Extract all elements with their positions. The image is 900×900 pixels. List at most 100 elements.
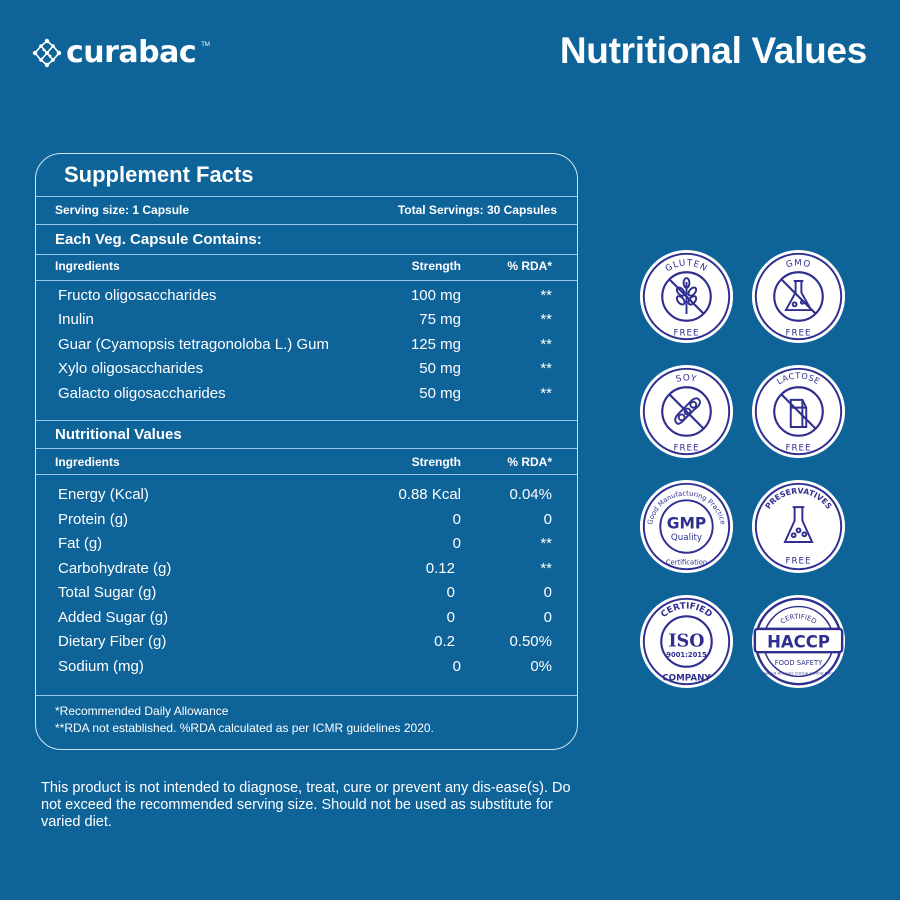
nutrient-name: Energy (Kcal) <box>58 486 149 503</box>
svg-text:Certification: Certification <box>666 558 707 566</box>
flask-icon <box>784 280 813 312</box>
capsule-table-header: Ingredients Strength % RDA* <box>36 259 577 279</box>
nutrient-name: Total Sugar (g) <box>58 584 157 601</box>
nutrient-strength: 0.12 <box>425 560 455 577</box>
svg-text:FREE: FREE <box>674 328 700 338</box>
header-rda: % RDA* <box>507 455 552 469</box>
soybean-icon <box>674 397 702 425</box>
gmp-quality-badge: GMP Quality Good Manufacturing Practice … <box>639 479 734 574</box>
gmp-label: GMP <box>667 514 707 532</box>
ingredient-name: Fructo oligosaccharides <box>58 287 217 304</box>
certification-badges: GLUTEN FREE GMO FREE SOY FREE <box>638 248 847 690</box>
svg-text:9001:2015: 9001:2015 <box>666 651 707 659</box>
nutrient-rda: ** <box>540 535 552 552</box>
svg-text:FREE: FREE <box>786 556 812 566</box>
brand-logo: curabac TM <box>32 38 210 68</box>
flask-icon <box>783 506 814 543</box>
nutrient-name: Protein (g) <box>58 511 129 528</box>
nutrient-name: Fat (g) <box>58 535 103 552</box>
ingredient-strength: 75 mg <box>419 311 461 328</box>
divider <box>36 695 577 696</box>
total-servings: Total Servings: 30 Capsules <box>397 203 557 217</box>
header-rda: % RDA* <box>507 259 552 273</box>
table-row: Energy (Kcal) 0.88 Kcal 0.04% <box>36 486 577 508</box>
svg-text:GMO: GMO <box>785 258 812 270</box>
milk-carton-icon <box>789 398 808 428</box>
nutrient-rda: 0 <box>543 584 552 601</box>
nutrition-table-header: Ingredients Strength % RDA* <box>36 455 577 475</box>
iso-certified-badge: ISO 9001:2015 CERTIFIED COMPANY <box>639 594 734 689</box>
lactose-free-badge: LACTOSE FREE <box>751 364 846 459</box>
svg-text:COMPANY: COMPANY <box>662 673 711 683</box>
table-row: Galacto oligosaccharides 50 mg ** <box>36 385 577 407</box>
table-row: Sodium (mg) 0 0% <box>36 658 577 680</box>
nutrient-strength: 0 <box>452 658 461 675</box>
table-row: Inulin 75 mg ** <box>36 311 577 333</box>
svg-text:GLUTEN: GLUTEN <box>664 258 709 274</box>
footnote-icmr: **RDA not established. %RDA calculated a… <box>55 721 434 735</box>
soy-free-badge: SOY FREE <box>639 364 734 459</box>
footnote-rda: *Recommended Daily Allowance <box>55 704 229 718</box>
table-row: Fat (g) 0 ** <box>36 535 577 557</box>
ingredient-strength: 100 mg <box>410 287 461 304</box>
preservatives-free-badge: PRESERVATIVES FREE <box>751 479 846 574</box>
svg-text:LACTOSE: LACTOSE <box>775 370 822 386</box>
divider <box>36 448 577 449</box>
ingredient-name: Galacto oligosaccharides <box>58 385 226 402</box>
divider <box>36 474 577 475</box>
svg-text:Quality: Quality <box>671 533 702 543</box>
table-row: Dietary Fiber (g) 0.2 0.50% <box>36 633 577 655</box>
divider <box>36 196 577 197</box>
brand-name: curabac <box>66 35 197 70</box>
table-row: Total Sugar (g) 0 0 <box>36 584 577 606</box>
header-strength: Strength <box>411 455 461 469</box>
supplement-facts-panel: Supplement Facts Serving size: 1 Capsule… <box>35 153 578 750</box>
nutrient-rda: 0 <box>543 511 552 528</box>
svg-text:FREE: FREE <box>786 443 812 453</box>
facts-title: Supplement Facts <box>64 162 254 187</box>
divider <box>36 224 577 225</box>
svg-text:FREE: FREE <box>674 443 700 453</box>
capsule-section-title: Each Veg. Capsule Contains: <box>55 231 262 248</box>
nutrient-rda: 0.50% <box>509 633 552 650</box>
disclaimer-text: This product is not intended to diagnose… <box>41 780 571 830</box>
nutrient-name: Sodium (mg) <box>58 658 144 675</box>
table-row: Protein (g) 0 0 <box>36 511 577 533</box>
iso-label: ISO <box>669 631 705 651</box>
svg-text:FREE: FREE <box>786 328 812 338</box>
table-row: Carbohydrate (g) 0.12 ** <box>36 560 577 582</box>
ingredient-rda: ** <box>540 360 552 377</box>
ingredient-rda: ** <box>540 311 552 328</box>
gmo-free-badge: GMO FREE <box>751 249 846 344</box>
haccp-certified-badge: HACCP CERTIFIED FOOD SAFETY Hazard Analy… <box>751 594 846 689</box>
nutrient-name: Added Sugar (g) <box>58 609 169 626</box>
ingredient-strength: 50 mg <box>419 385 461 402</box>
ingredient-name: Guar (Cyamopsis tetragonoloba L.) Gum <box>58 336 329 353</box>
nutrient-strength: 0 <box>446 609 455 626</box>
nutrient-name: Carbohydrate (g) <box>58 560 172 577</box>
gluten-free-badge: GLUTEN FREE <box>639 249 734 344</box>
nutrient-strength: 0.88 Kcal <box>398 486 461 503</box>
divider <box>36 280 577 281</box>
haccp-label: HACCP <box>767 632 830 651</box>
serving-size: Serving size: 1 Capsule <box>55 203 190 217</box>
table-row: Added Sugar (g) 0 0 <box>36 609 577 631</box>
table-row: Guar (Cyamopsis tetragonoloba L.) Gum 12… <box>36 336 577 358</box>
nutrient-strength: 0.2 <box>434 633 455 650</box>
nutrient-rda: 0 <box>543 609 552 626</box>
nutrition-section-title: Nutritional Values <box>55 426 182 443</box>
nutrient-strength: 0 <box>446 584 455 601</box>
nutrient-strength: 0 <box>452 535 461 552</box>
svg-text:SOY: SOY <box>675 373 698 384</box>
wheat-icon <box>675 277 698 314</box>
nutrient-rda: 0.04% <box>509 486 552 503</box>
ingredient-rda: ** <box>540 385 552 402</box>
ingredient-name: Xylo oligosaccharides <box>58 360 204 377</box>
svg-text:Hazard Analysis Critical Contr: Hazard Analysis Critical Control Point <box>763 670 835 675</box>
ingredient-strength: 50 mg <box>419 360 461 377</box>
ingredient-strength: 125 mg <box>410 336 461 353</box>
divider <box>36 254 577 255</box>
molecule-logo-icon <box>32 38 62 68</box>
ingredient-rda: ** <box>540 336 552 353</box>
header-ingredients: Ingredients <box>55 455 120 469</box>
